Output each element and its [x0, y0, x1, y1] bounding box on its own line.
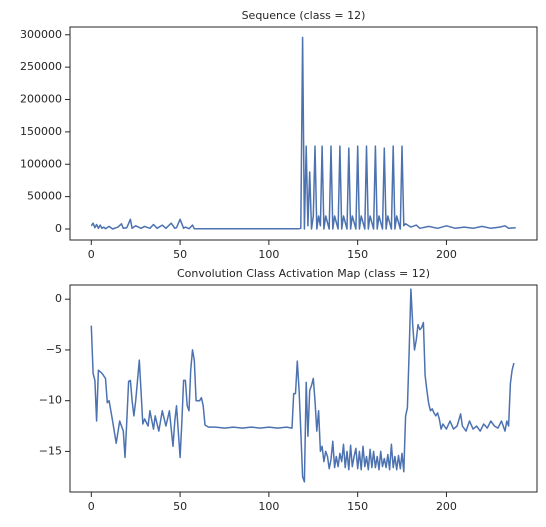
x-tick-label: 100	[258, 248, 279, 261]
y-tick-label: 250000	[20, 60, 62, 73]
y-tick-label: 150000	[20, 125, 62, 138]
axes-frame	[69, 284, 538, 493]
y-tick-label: 0	[55, 222, 62, 235]
x-tick-label: 50	[173, 500, 187, 513]
x-tick-label: 0	[88, 500, 95, 513]
axes-frame	[69, 26, 538, 241]
y-tick-label: 50000	[27, 190, 62, 203]
data-line	[90, 288, 515, 483]
y-tick-label: 0	[55, 292, 62, 305]
chart-title: Convolution Class Activation Map (class …	[177, 267, 430, 280]
chart-title: Sequence (class = 12)	[242, 9, 366, 22]
y-tick-label: −5	[46, 343, 62, 356]
x-tick-label: 50	[173, 248, 187, 261]
data-line	[90, 36, 516, 230]
x-tick-label: 150	[347, 500, 368, 513]
y-tick-label: −15	[39, 444, 62, 457]
y-tick-label: −10	[39, 394, 62, 407]
x-tick-label: 100	[258, 500, 279, 513]
x-tick-label: 200	[436, 248, 457, 261]
x-tick-label: 200	[436, 500, 457, 513]
y-tick-label: 300000	[20, 28, 62, 41]
x-tick-label: 150	[347, 248, 368, 261]
y-tick-label: 200000	[20, 93, 62, 106]
y-tick-label: 100000	[20, 157, 62, 170]
x-tick-label: 0	[88, 248, 95, 261]
